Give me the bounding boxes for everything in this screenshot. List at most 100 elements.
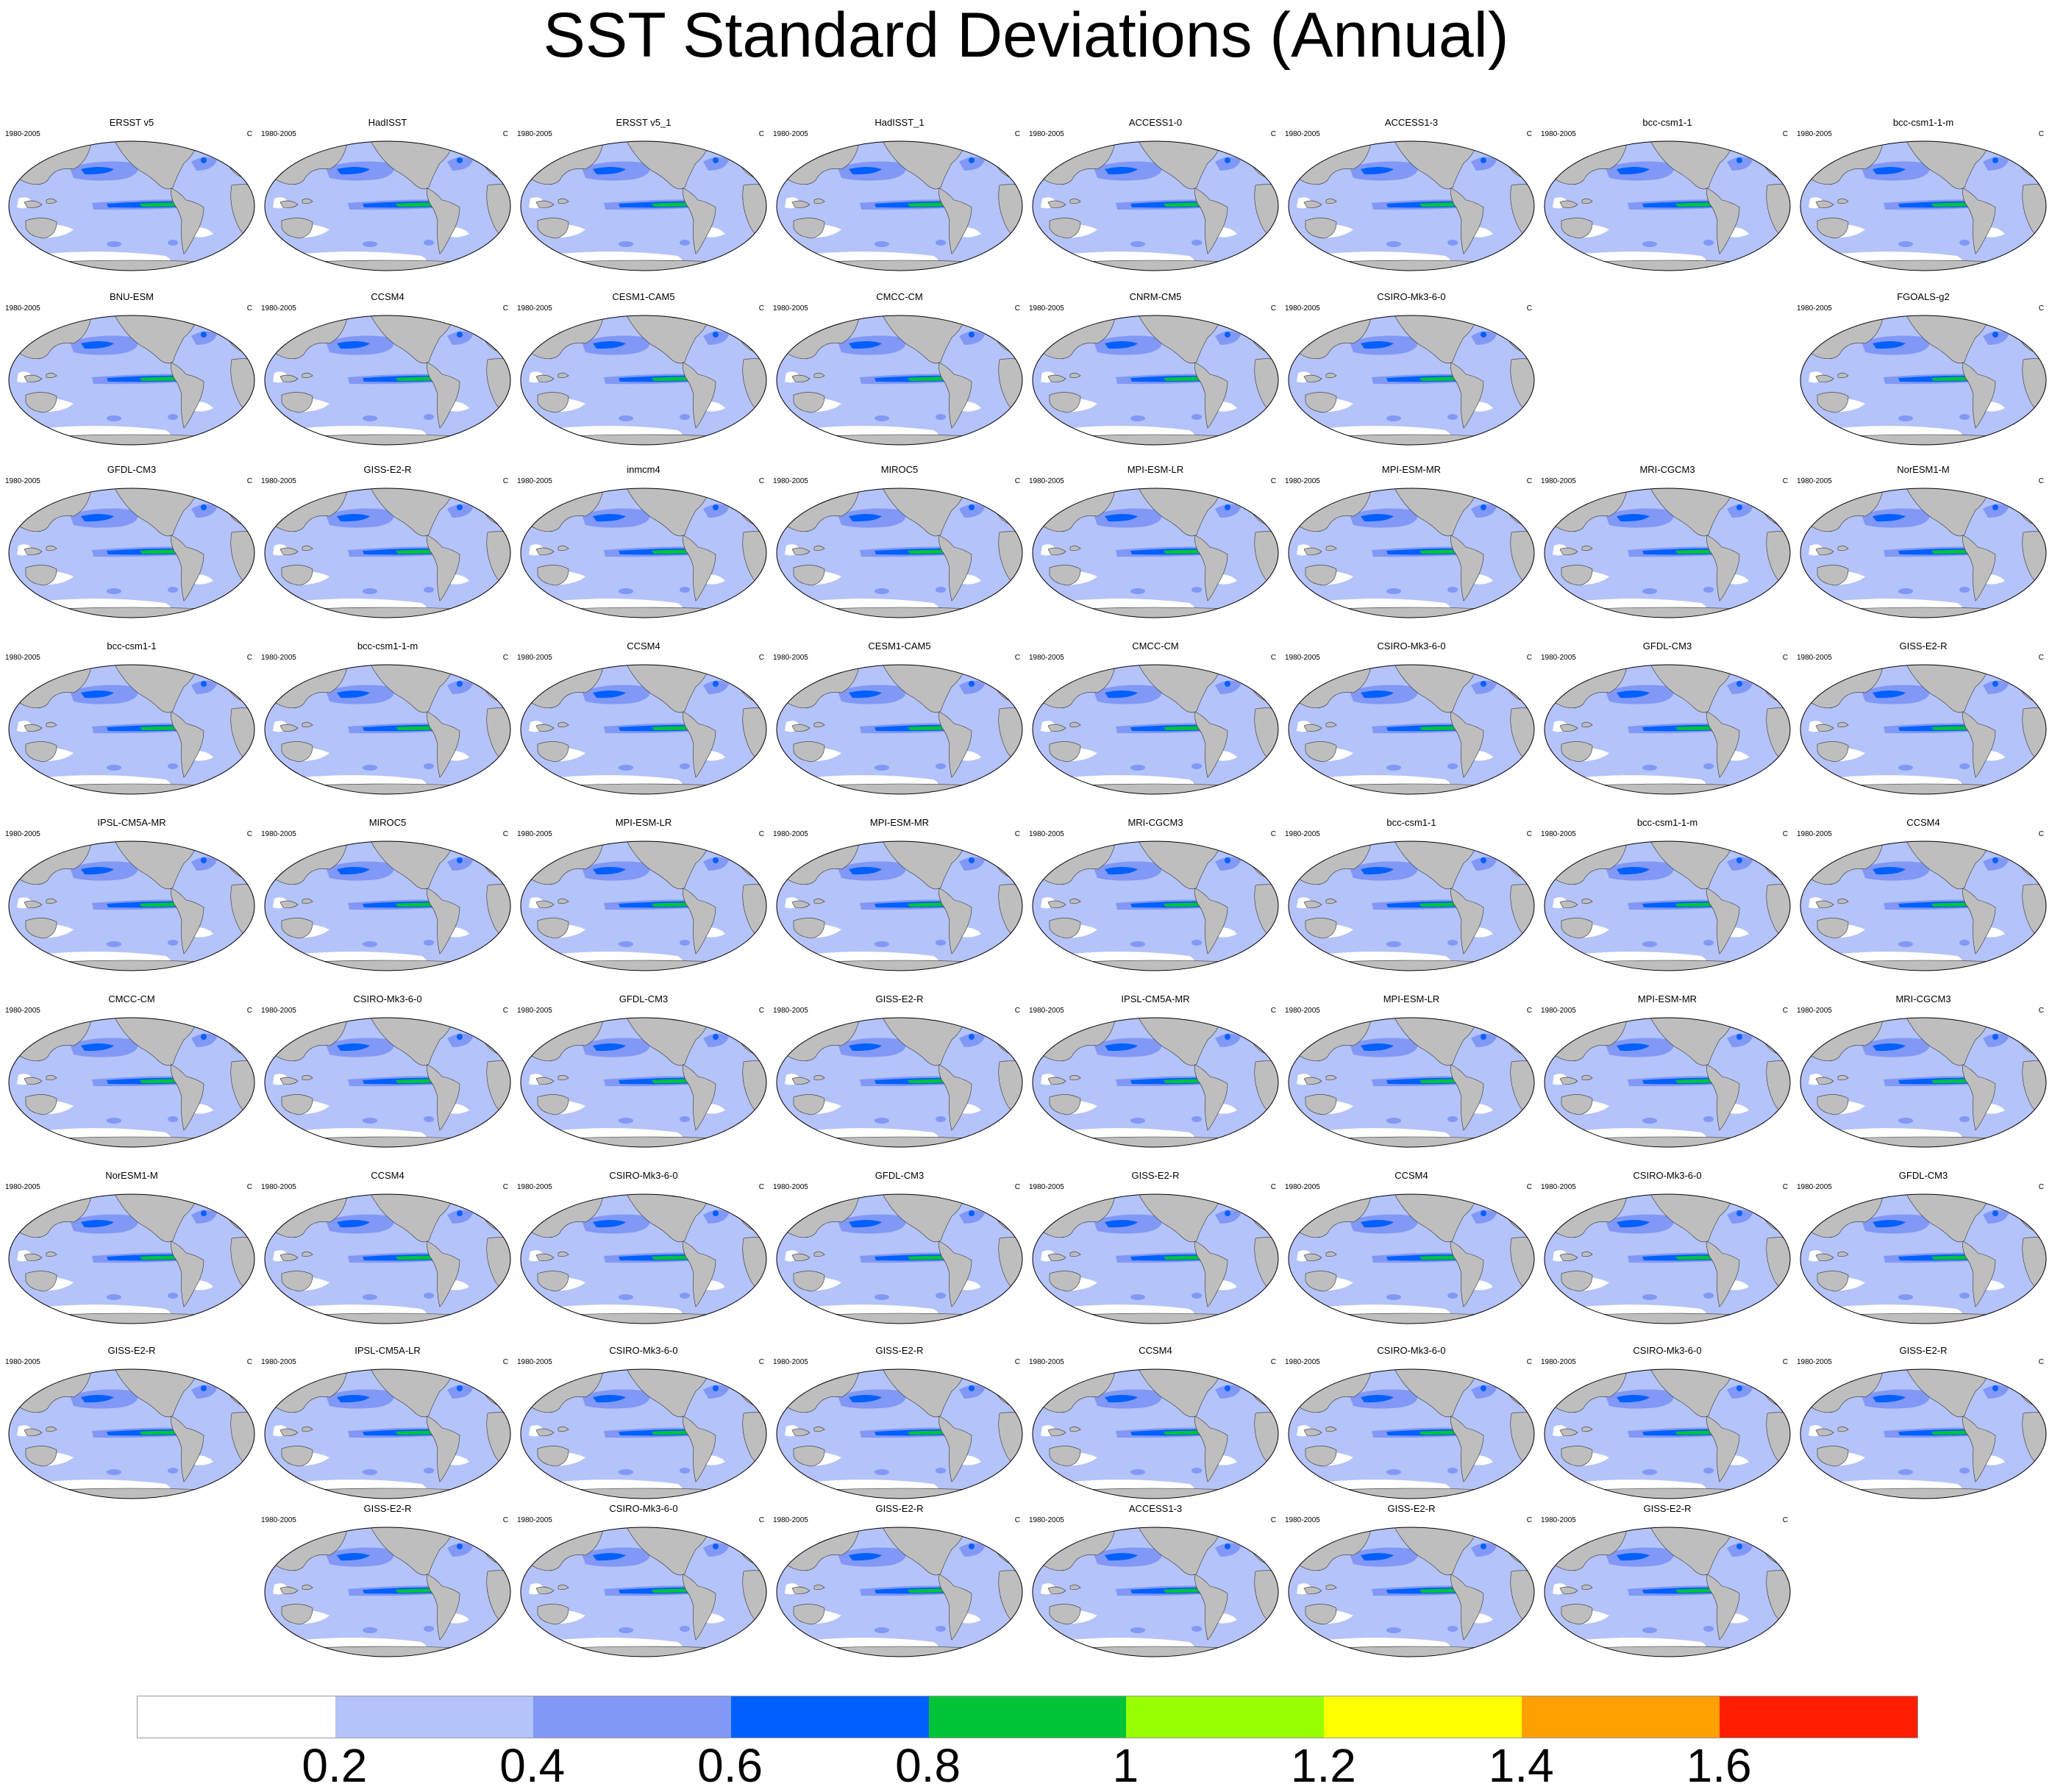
na-core [1481,681,1486,687]
panel-period: 1980-2005 [5,830,40,838]
so-blob [874,1469,889,1475]
np-core [593,341,626,349]
panel-units: C [1782,1358,1788,1366]
na-core [457,1385,463,1391]
map-panel: ERSST v5 1980-2005 C [4,118,260,283]
land-borneo [46,199,57,204]
map-field [521,488,766,618]
np-core [849,1553,882,1561]
land-borneo [557,1427,569,1432]
map-plot [264,840,511,971]
so-blob [1386,415,1401,421]
so-blob [1386,941,1401,947]
land-antarctica [777,960,1022,971]
land-indonesia [279,1428,299,1436]
map-panel: GISS-E2-R 1980-2005 C [1539,1504,1795,1669]
panel-units: C [246,1183,252,1191]
panel-title: CSIRO-Mk3-6-0 [1377,291,1446,302]
low-sd-patch [473,1484,506,1499]
land-south-america [1450,1416,1484,1482]
panel-title: BNU-ESM [110,291,154,302]
land-borneo [302,199,313,204]
so-blob [1386,1118,1401,1124]
panel-units: C [1014,654,1020,662]
so-blob [1447,1116,1458,1122]
so-blob [1703,587,1714,593]
map-field [265,488,510,618]
land-indonesia [1815,900,1834,908]
globe-outline [1288,1193,1535,1324]
land-borneo [302,899,313,904]
land-australia [25,1271,57,1292]
na-band [1983,1210,2009,1224]
land-south-america [938,888,972,954]
na-band [1727,504,1753,518]
land-borneo [46,1252,57,1257]
land-north-america [369,841,455,890]
map-plot [1544,1193,1791,1324]
colorbar-box [335,1696,533,1738]
map-panel: CCSM4 1980-2005 C [260,292,516,457]
land-australia [537,1446,569,1467]
panel-period: 1980-2005 [1285,1183,1320,1191]
map-panel: CMCC-CM 1980-2005 C [772,292,1027,457]
na-core [713,332,719,338]
na-core [201,1034,207,1040]
land-borneo [46,546,57,551]
panel-period: 1980-2005 [1541,1183,1576,1191]
land-antarctica [265,783,510,794]
land-greenland [712,1527,737,1540]
low-sd-patch [985,1309,1018,1324]
land-north-america [113,1369,199,1418]
land-indonesia [535,724,555,732]
map-plot [264,488,511,618]
land-north-america [1393,1369,1479,1418]
land-antarctica [1800,783,2046,794]
globe-outline [264,664,511,795]
map-field [265,1369,510,1499]
so-blob [936,414,946,420]
land-greenland [456,1369,481,1382]
land-australia [1561,218,1593,239]
na-band [1215,1543,1241,1557]
land-indonesia [1303,1077,1322,1085]
colorbar-box [532,1696,731,1738]
panel-units: C [758,1183,764,1191]
panel-period: 1980-2005 [1285,654,1320,662]
so-blob [107,241,121,247]
land-indonesia [791,200,811,208]
land-north-america [1649,488,1735,537]
so-blob [424,587,434,593]
map-panel: GISS-E2-R 1980-2005 C [1283,1504,1539,1669]
so-blob [1703,240,1714,246]
map-panel: MPI-ESM-MR 1980-2005 C [1283,465,1539,630]
land-antarctica [777,260,1022,271]
panel-units: C [2038,304,2044,313]
land-south-america [683,188,716,254]
land-north-america [625,841,711,890]
panel-title: IPSL-CM5A-MR [97,817,166,828]
na-core [1225,681,1230,687]
panel-title: CSIRO-Mk3-6-0 [609,1170,678,1181]
land-south-america [683,1241,716,1307]
panel-units: C [2038,477,2044,485]
panel-period: 1980-2005 [1797,1007,1832,1015]
panel-units: C [1014,130,1020,138]
na-band [191,331,217,345]
panel-period: 1980-2005 [5,654,40,662]
panel-units: C [1270,1183,1276,1191]
na-core [201,1385,207,1391]
land-greenland [200,1018,225,1030]
panel-title: IPSL-CM5A-MR [1121,993,1190,1004]
map-plot [520,840,767,971]
land-north-america [369,1369,455,1418]
land-south-america [1450,1064,1484,1131]
so-blob [1130,765,1145,771]
map-field [777,1527,1022,1657]
panel-title: GFDL-CM3 [874,1170,925,1181]
map-field [1289,141,1534,271]
so-blob [936,1468,946,1474]
na-band [447,1210,473,1224]
map-field [1545,841,1790,971]
globe-outline [1032,1368,1279,1499]
